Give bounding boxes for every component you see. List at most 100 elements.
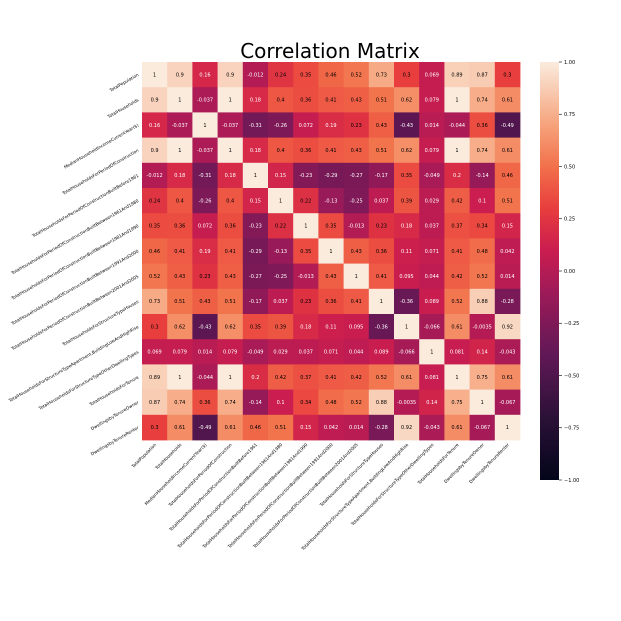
heatmap-cell [293,238,319,264]
cell-value-label: 0.61 [451,425,462,431]
cell-value-label: 0.92 [401,425,412,431]
cell-value-label: -0.044 [197,375,213,381]
cell-value-label: 0.42 [275,375,286,381]
cell-value-label: 0.35 [401,173,412,179]
cell-value-label: 0.071 [425,249,439,255]
heatmap-cell [343,263,370,290]
cell-value-label: 0.19 [325,123,336,129]
cell-value-label: 0.88 [376,400,387,406]
heatmap-cell [217,364,244,390]
cell-value-label: 0.41 [325,375,336,381]
colorbar-tick-label: −0.75 [564,426,579,432]
heatmap-cell [394,414,420,441]
heatmap-cell [268,238,294,264]
heatmap-cell [343,137,370,164]
cell-value-label: -0.13 [325,198,338,204]
cell-value-label: 1 [506,425,509,431]
colorbar-tick-label: −1.00 [564,478,579,484]
heatmap-cell [343,87,370,113]
heatmap-cell [142,112,168,138]
cell-value-label: 0.51 [275,425,286,431]
cell-value-label: 0.23 [376,224,387,230]
cell-value-label: 0.48 [325,400,336,406]
cell-value-label: -0.037 [222,123,238,129]
heatmap-cell [167,213,193,239]
cell-value-label: 0.35 [325,224,336,230]
heatmap-cell [444,364,470,390]
cell-value-label: 0.3 [503,72,511,78]
cell-value-label: 1 [178,98,181,104]
heatmap-cell [318,238,344,264]
cell-value-label: -0.26 [274,123,287,129]
cell-value-label: -0.037 [197,148,213,154]
x-tick-labels: TotalPopulationTotalHouseholdsMedianHous… [130,442,511,553]
heatmap-cell [242,263,269,290]
cell-value-label: 1 [355,274,358,280]
cell-value-label: 0.52 [477,274,488,280]
cell-value-label: 0.072 [198,224,212,230]
heatmap-cell [394,314,420,340]
cell-value-label: -0.012 [247,72,263,78]
heatmap-cell [444,414,470,441]
heatmap-cell [469,137,496,164]
cell-value-label: 1 [229,375,232,381]
heatmap-cell [343,112,370,138]
cell-value-label: 0.4 [226,198,234,204]
heatmap-cell [368,62,395,88]
heatmap-cell [242,314,269,340]
cell-value-label: 0.069 [147,350,161,356]
heatmap-cell [368,414,395,441]
heatmap-cell [343,238,370,264]
cell-value-label: -0.066 [399,350,415,356]
cell-value-label: 0.042 [324,425,338,431]
cell-value-label: 0.22 [300,198,311,204]
cell-value-label: 0.61 [502,375,513,381]
heatmap-cell [494,62,521,88]
cell-value-label: 0.18 [174,173,185,179]
cell-value-label: 0.24 [275,72,286,78]
heatmap-cell [444,213,470,239]
cell-value-label: 1 [481,400,484,406]
heatmap-cell [268,87,294,113]
heatmap-cell [394,87,420,113]
cell-value-label: 0.36 [325,299,336,305]
cell-value-label: 0.36 [376,249,387,255]
cell-value-label: 0.14 [477,350,488,356]
heatmap-cell [167,314,193,340]
cell-value-label: 0.23 [199,274,210,280]
heatmap-cell [268,263,294,290]
heatmap-cell [494,238,521,264]
cell-value-label: 0.62 [174,324,185,330]
cell-value-label: 1 [279,198,282,204]
cell-value-label: 1 [405,324,408,330]
heatmap-cell [419,364,445,390]
cell-value-label: 1 [229,98,232,104]
cell-value-label: 0.74 [477,98,488,104]
heatmap-cell [167,62,193,88]
cell-value-label: -0.31 [249,123,262,129]
heatmap-cell [268,162,294,189]
heatmap-cell [368,364,395,390]
heatmap-cell [419,137,445,164]
heatmap-cell [394,162,420,189]
cell-value-label: 0.61 [502,148,513,154]
cell-value-label: -0.26 [199,198,212,204]
cell-value-label: -0.27 [350,173,363,179]
cell-value-label: 0.15 [300,425,311,431]
cell-value-label: 0.16 [199,72,210,78]
heatmap-cell [494,288,521,315]
heatmap-cell [142,364,168,390]
heatmap-cell [192,188,218,214]
heatmap-cell [167,162,193,189]
heatmap-cell [192,389,218,416]
cell-value-label: -0.14 [476,173,489,179]
heatmap-cell [494,263,521,290]
heatmap-cell [444,263,470,290]
cell-value-label: 0.044 [425,274,439,280]
heatmap-cell [293,62,319,88]
cell-value-label: 0.014 [425,123,439,129]
cell-value-label: 0.34 [300,400,311,406]
heatmap-cell [167,112,193,138]
cell-value-label: 0.41 [376,274,387,280]
heatmap-cell [419,162,445,189]
